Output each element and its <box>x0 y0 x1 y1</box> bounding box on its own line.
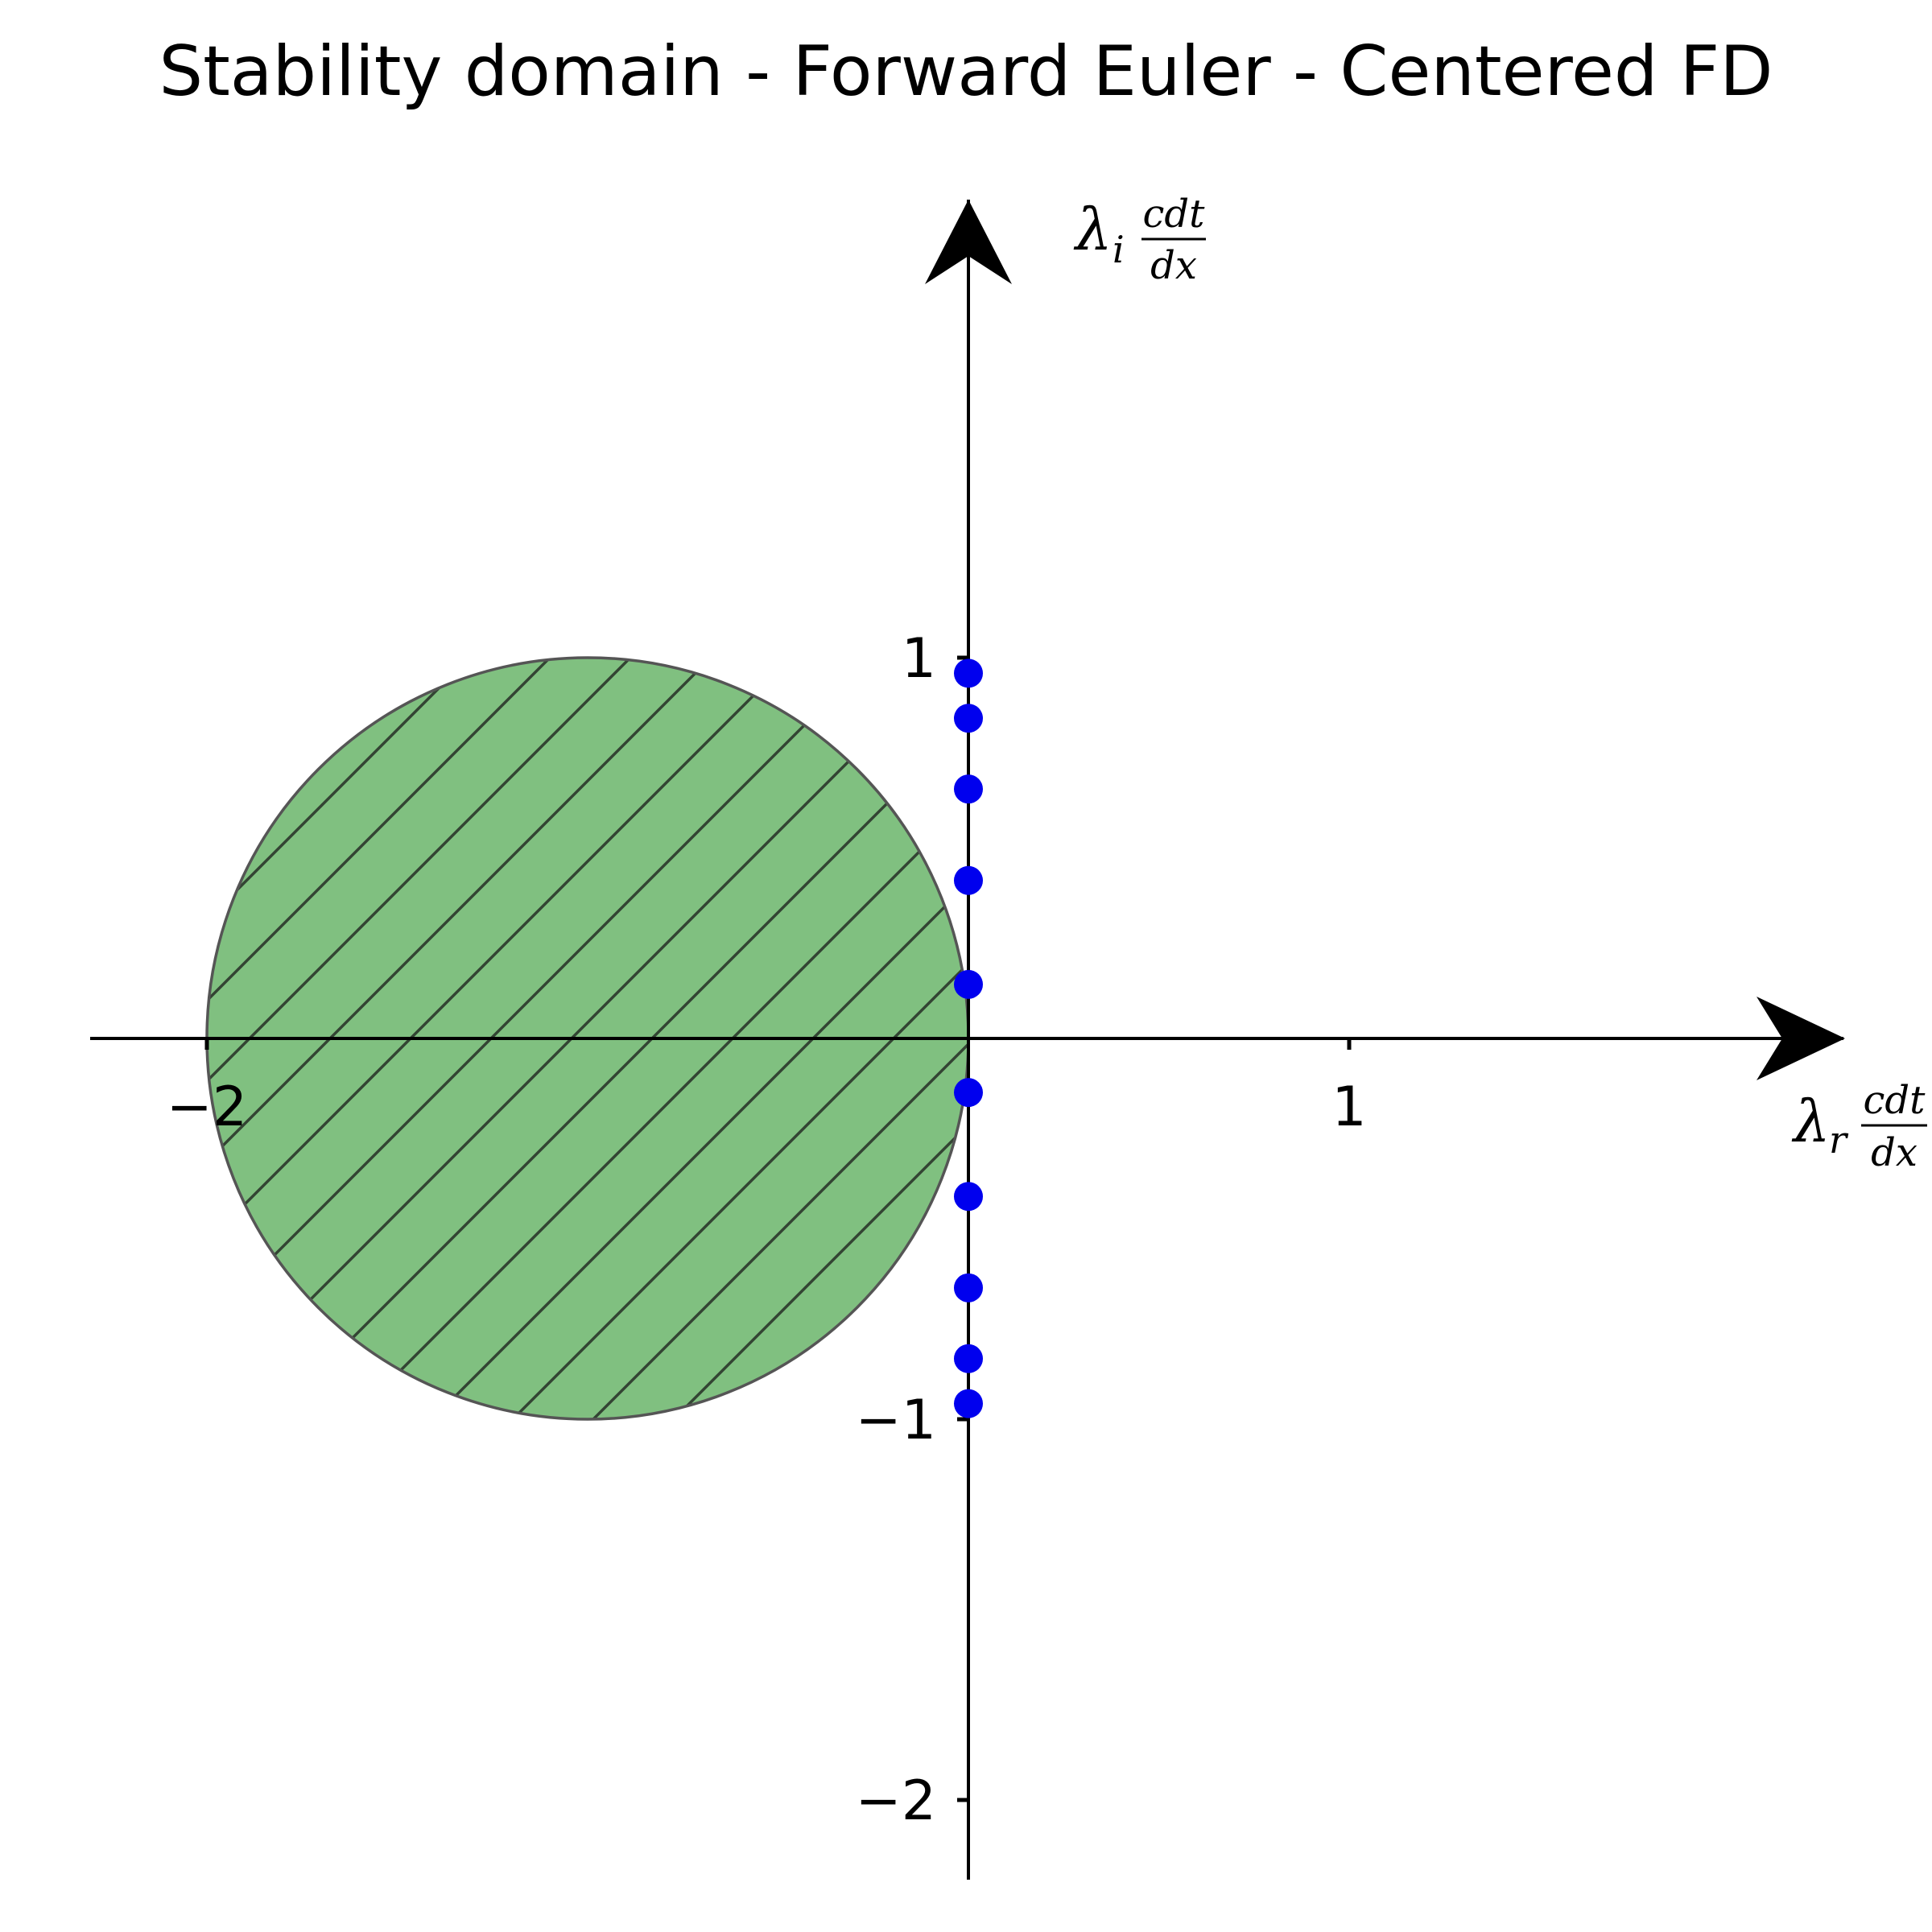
eigenvalue-point <box>954 865 983 895</box>
y-axis-arrowhead <box>925 200 1012 284</box>
chart-title: Stability domain - Forward Euler - Cente… <box>159 31 1773 112</box>
y-tick-label: −1 <box>856 1389 936 1452</box>
x-axis-label-subscript: r <box>1829 1118 1849 1162</box>
eigenvalue-point <box>954 969 983 999</box>
y-axis-label-subscript: i <box>1113 228 1125 271</box>
eigenvalue-point <box>954 704 983 733</box>
y-tick-label: 1 <box>902 627 936 691</box>
x-tick-label: −2 <box>167 1075 247 1139</box>
eigenvalue-point <box>954 658 983 688</box>
eigenvalue-point <box>954 1273 983 1302</box>
y-axis-label-symbol: λ <box>1073 196 1113 263</box>
eigenvalue-points-layer <box>954 658 983 1418</box>
eigenvalue-point <box>954 1389 983 1418</box>
eigenvalue-point <box>954 774 983 804</box>
x-axis-label-symbol: λ <box>1791 1088 1831 1155</box>
axes-layer <box>90 200 1845 1880</box>
x-tick-label: 1 <box>1331 1075 1366 1139</box>
eigenvalue-point <box>954 1344 983 1373</box>
eigenvalue-point <box>954 1078 983 1108</box>
y-tick-label: −2 <box>856 1769 936 1833</box>
x-axis-label-denominator: dx <box>1871 1130 1918 1175</box>
y-axis-label: λ i cdt dx <box>1073 192 1206 288</box>
x-axis-arrowhead <box>1757 997 1845 1080</box>
ticks-layer: −2 1 1 −1 −2 <box>167 627 1367 1833</box>
x-axis-label-numerator: cdt <box>1864 1078 1926 1123</box>
y-axis-label-denominator: dx <box>1150 243 1197 288</box>
y-axis-label-numerator: cdt <box>1143 192 1206 237</box>
x-axis-label: λ r cdt dx <box>1791 1078 1927 1175</box>
eigenvalue-point <box>954 1182 983 1212</box>
